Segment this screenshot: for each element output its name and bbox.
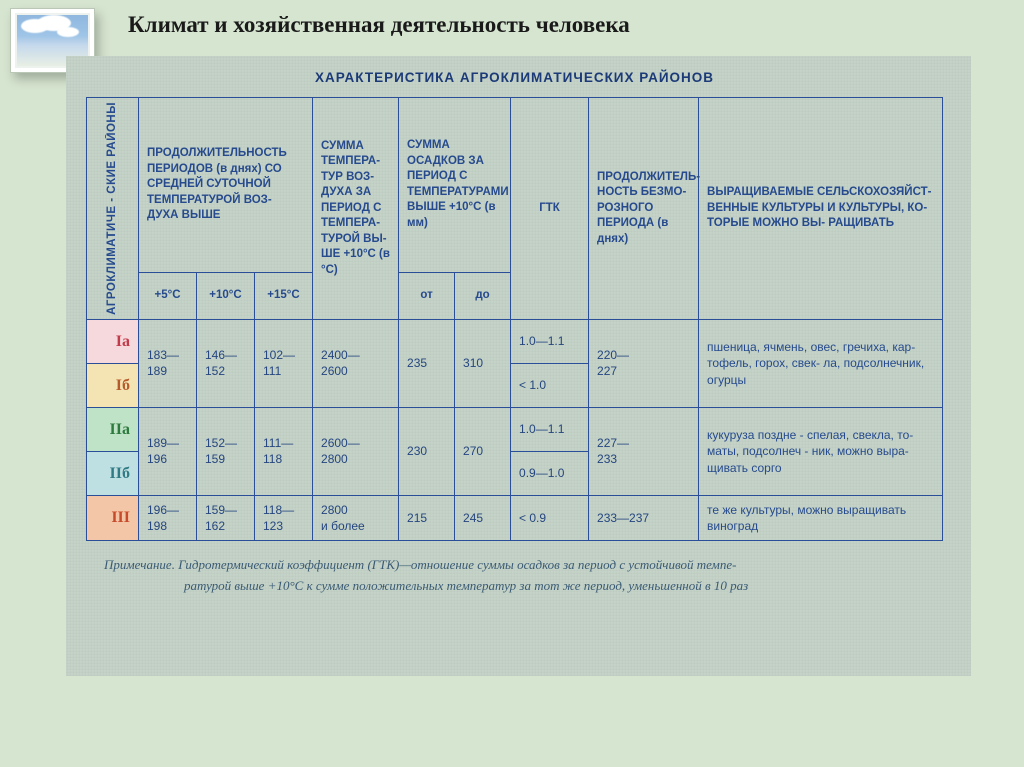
cell-duration-10: 146—152 — [197, 319, 255, 407]
table-row: Iа183—189146—152102—1112400—26002353101.… — [87, 319, 943, 363]
cell-duration-15: 118—123 — [255, 495, 313, 540]
cell-tempsum: 2800и более — [313, 495, 399, 540]
zone-cell: IIб — [87, 451, 139, 495]
cell-crops: пшеница, ячмень, овес, гречиха, кар- тоф… — [699, 319, 943, 407]
zone-swatch: IIа — [87, 408, 138, 451]
cell-duration-5: 196—198 — [139, 495, 197, 540]
agroclimatic-table: АГРОКЛИМАТИЧЕ - СКИЕ РАЙОНЫ ПРОДОЛЖИТЕЛЬ… — [86, 97, 943, 541]
cell-crops: кукуруза поздне - спелая, свекла, то- ма… — [699, 407, 943, 495]
cell-duration-5: 189—196 — [139, 407, 197, 495]
cell-precip-to: 270 — [455, 407, 511, 495]
col-crops: ВЫРАЩИВАЕМЫЕ СЕЛЬСКОХОЗЯЙСТ- ВЕННЫЕ КУЛЬ… — [699, 98, 943, 320]
col-gtk: ГТК — [511, 98, 589, 320]
cell-precip-to: 310 — [455, 319, 511, 407]
scanned-sheet: ХАРАКТЕРИСТИКА АГРОКЛИМАТИЧЕСКИХ РАЙОНОВ… — [66, 56, 971, 676]
footnote-line1: Гидротермический коэффициент (ГТК)—отнош… — [178, 557, 736, 572]
cell-duration-15: 102—111 — [255, 319, 313, 407]
cell-gtk: 0.9—1.0 — [511, 451, 589, 495]
cell-gtk: 1.0—1.1 — [511, 407, 589, 451]
zone-swatch: Iа — [87, 320, 138, 363]
footnote: Примечание. Гидротермический коэффициент… — [86, 555, 943, 597]
cell-duration-10: 159—162 — [197, 495, 255, 540]
cell-gtk: < 0.9 — [511, 495, 589, 540]
zone-swatch: IIб — [87, 452, 138, 495]
cell-duration-15: 111—118 — [255, 407, 313, 495]
zone-cell: IIа — [87, 407, 139, 451]
table-row: III196—198159—162118—1232800и более21524… — [87, 495, 943, 540]
page-title: Климат и хозяйственная деятельность чело… — [128, 12, 630, 38]
col-5c: +5°C — [139, 272, 197, 319]
cell-precip-from: 235 — [399, 319, 455, 407]
col-15c: +15°C — [255, 272, 313, 319]
cell-duration-5: 183—189 — [139, 319, 197, 407]
cell-precip-from: 230 — [399, 407, 455, 495]
cell-precip-to: 245 — [455, 495, 511, 540]
cell-tempsum: 2400—2600 — [313, 319, 399, 407]
col-precip: СУММА ОСАДКОВ ЗА ПЕРИОД С ТЕМПЕРАТУРАМИ … — [399, 98, 511, 273]
cell-frostfree: 233—237 — [589, 495, 699, 540]
cell-duration-10: 152—159 — [197, 407, 255, 495]
zone-cell: Iа — [87, 319, 139, 363]
cell-tempsum: 2600—2800 — [313, 407, 399, 495]
cell-frostfree: 220—227 — [589, 319, 699, 407]
col-frostfree: ПРОДОЛЖИТЕЛЬ- НОСТЬ БЕЗМО- РОЗНОГО ПЕРИО… — [589, 98, 699, 320]
zone-swatch: Iб — [87, 364, 138, 407]
col-10c: +10°C — [197, 272, 255, 319]
cell-gtk: < 1.0 — [511, 363, 589, 407]
cell-crops: те же культуры, можно выращивать виногра… — [699, 495, 943, 540]
col-precip-to: до — [455, 272, 511, 319]
zone-cell: III — [87, 495, 139, 540]
zone-cell: Iб — [87, 363, 139, 407]
footnote-line2: ратурой выше +10°C к сумме положительных… — [104, 576, 933, 597]
footnote-lead: Примечание. — [104, 557, 175, 572]
cell-precip-from: 215 — [399, 495, 455, 540]
table-title: ХАРАКТЕРИСТИКА АГРОКЛИМАТИЧЕСКИХ РАЙОНОВ — [86, 70, 943, 85]
cell-gtk: 1.0—1.1 — [511, 319, 589, 363]
col-zones: АГРОКЛИМАТИЧЕ - СКИЕ РАЙОНЫ — [87, 98, 139, 320]
col-precip-from: от — [399, 272, 455, 319]
zone-swatch: III — [87, 496, 138, 540]
table-row: IIа189—196152—159111—1182600—28002302701… — [87, 407, 943, 451]
col-duration: ПРОДОЛЖИТЕЛЬНОСТЬ ПЕРИОДОВ (в днях) СО С… — [139, 98, 313, 273]
col-tempsum: СУММА ТЕМПЕРА- ТУР ВОЗ- ДУХА ЗА ПЕРИОД С… — [313, 98, 399, 320]
cell-frostfree: 227—233 — [589, 407, 699, 495]
